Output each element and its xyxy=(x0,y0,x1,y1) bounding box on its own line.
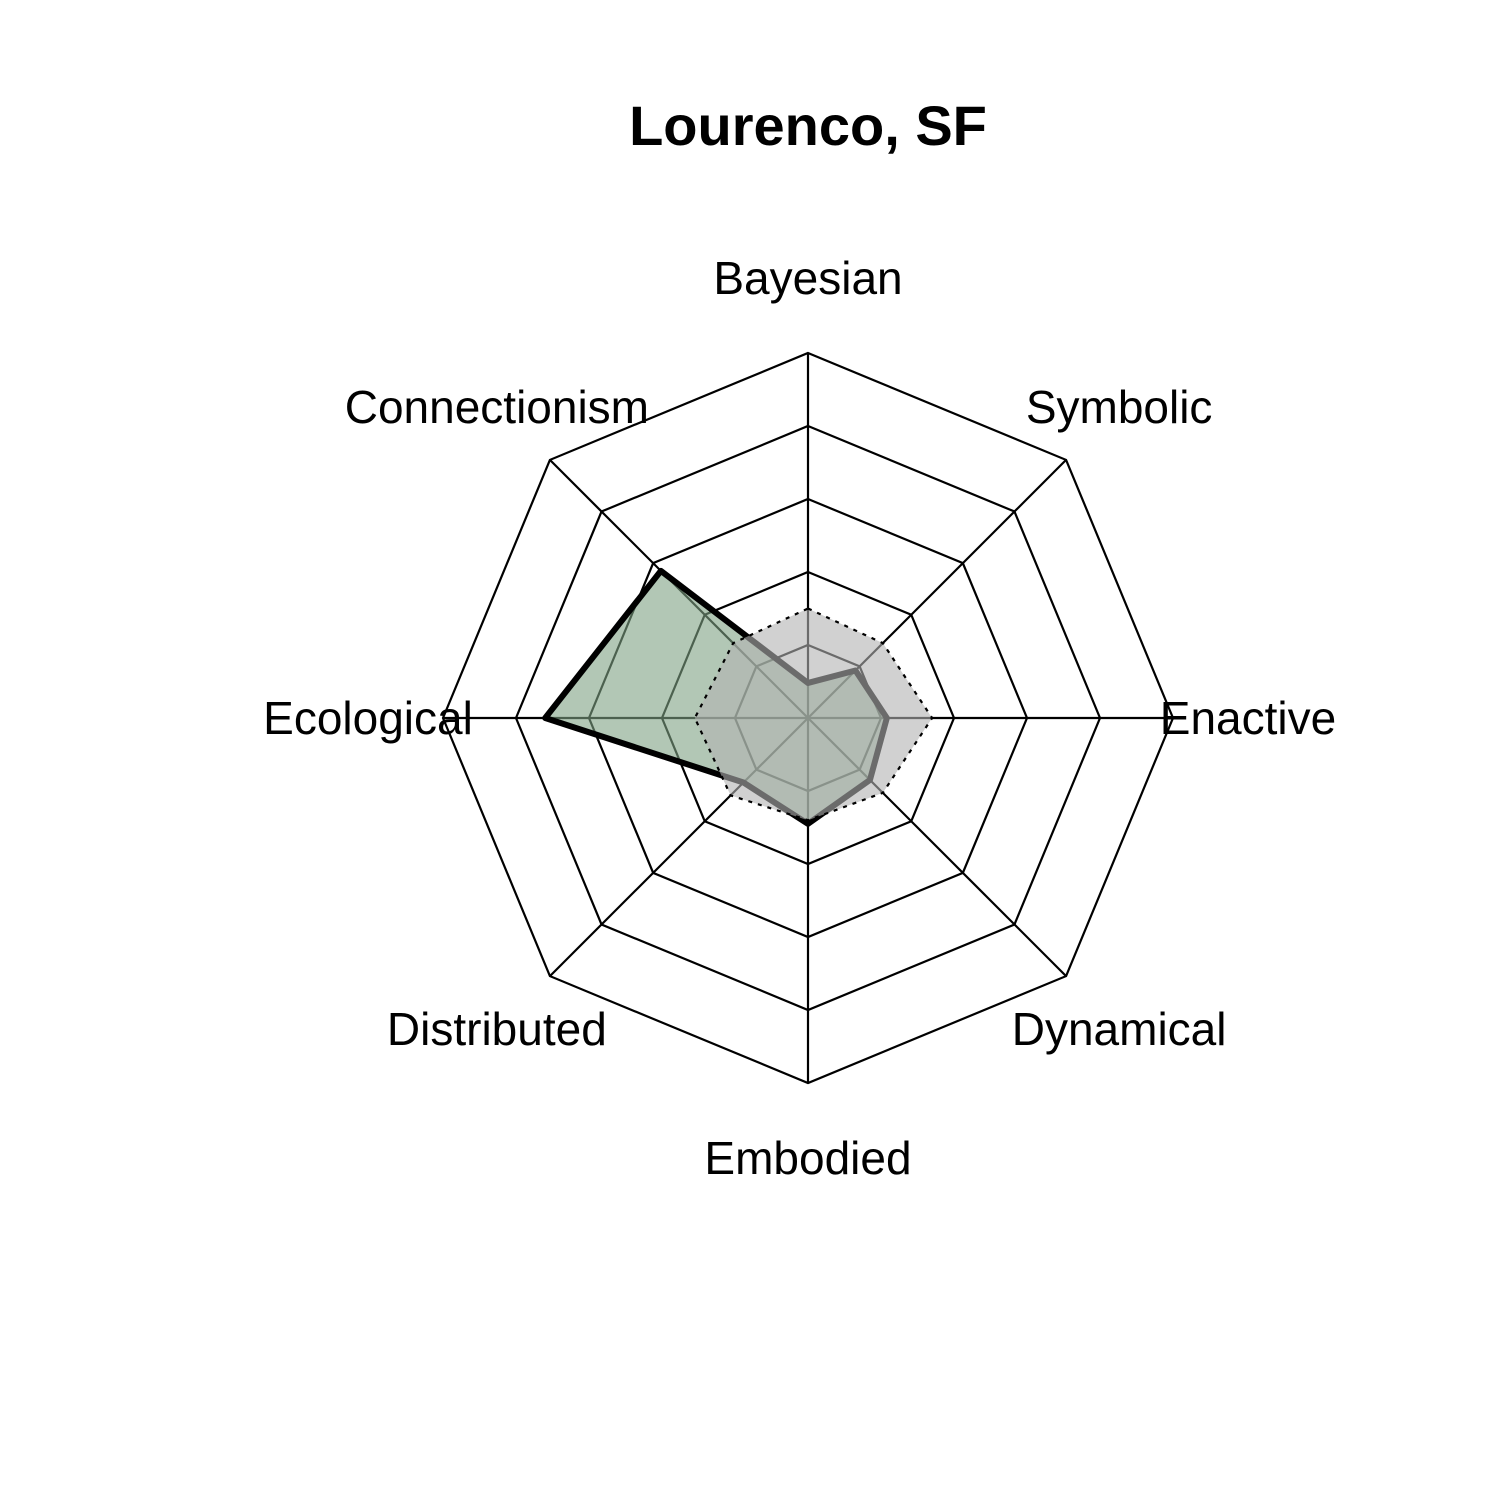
axis-label-connectionism: Connectionism xyxy=(345,381,649,433)
axis-label-distributed: Distributed xyxy=(387,1003,607,1055)
axis-label-dynamical: Dynamical xyxy=(1012,1003,1227,1055)
axis-label-embodied: Embodied xyxy=(704,1132,911,1184)
axis-label-symbolic: Symbolic xyxy=(1026,381,1213,433)
axis-label-enactive: Enactive xyxy=(1160,692,1336,744)
axis-labels: Bayesian Symbolic Enactive Dynamical Embodie… xyxy=(263,252,1336,1184)
radar-series xyxy=(542,567,934,827)
axis-label-bayesian: Bayesian xyxy=(713,252,902,304)
chart-title: Lourenco, SF xyxy=(629,94,987,157)
series-2-polygon xyxy=(693,607,934,822)
axis-label-ecological: Ecological xyxy=(263,692,473,744)
